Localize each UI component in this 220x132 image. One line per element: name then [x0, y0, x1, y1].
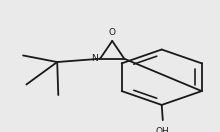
Text: O: O	[109, 28, 116, 37]
Text: OH: OH	[156, 127, 170, 132]
Text: N: N	[91, 54, 97, 63]
